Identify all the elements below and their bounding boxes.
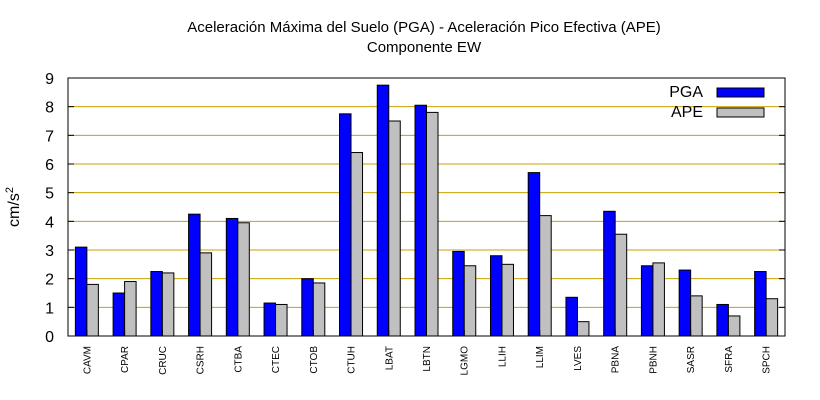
bar-pga-sfra (716, 303, 729, 337)
x-axis: CAVM CPAR CRUC CSRH CTBA CTEC CTOB CTUH LBAT LBTN… (82, 330, 773, 376)
bar-pga-cavm (74, 246, 88, 337)
y-axis-label-unit: cm/s (6, 193, 23, 227)
bar-pga-cpar (112, 292, 126, 337)
y-tick-label: 9 (45, 71, 54, 88)
bar-pga-lbat (376, 84, 390, 337)
bar-ape-pbna (614, 233, 628, 337)
bar-pga-lgmo (452, 250, 465, 337)
y-axis-label-exponent: 2 (4, 187, 16, 193)
bar-pga-lbtn (414, 104, 427, 337)
x-tick-label: LBTN (422, 346, 433, 372)
bar-ape-lbtn (426, 111, 439, 337)
y-tick-label: 8 (45, 100, 54, 117)
bar-pga-lves (565, 296, 578, 337)
x-tick-label: LVES (573, 346, 584, 371)
x-tick-label: CTEC (271, 346, 282, 373)
bar-pga-ctba (225, 217, 239, 337)
bar-ape-ctec (275, 303, 288, 337)
x-tick-label: LLIH (497, 346, 508, 367)
bar-ape-pbnh (652, 262, 665, 337)
legend-swatch-ape (716, 107, 765, 118)
chart-title: Aceleración Máxima del Suelo (PGA) - Ace… (187, 19, 661, 36)
x-tick-label: CAVM (82, 346, 93, 374)
legend-label-pga: PGA (669, 84, 703, 101)
bar-pga-ctuh (339, 113, 352, 337)
bar-pga-llih (489, 255, 503, 337)
bar-ape-ctob (312, 282, 326, 337)
legend-swatch-pga (716, 87, 765, 98)
y-axis-label: cm/s2 (4, 187, 23, 227)
x-tick-label: SFRA (724, 346, 735, 373)
y-tick-label: 7 (45, 128, 54, 145)
bar-pga-pbnh (640, 265, 654, 337)
bar-ape-ctba (237, 222, 250, 337)
x-tick-label: LLIM (535, 346, 546, 368)
y-axis: 0 1 2 3 4 5 6 7 8 9 (45, 71, 785, 346)
y-tick-label: 5 (45, 186, 54, 203)
x-tick-label: CPAR (120, 346, 131, 373)
bar-ape-ctuh (350, 152, 364, 337)
x-tick-label: CRUC (158, 346, 169, 375)
x-tick-label: SPCH (762, 346, 773, 374)
bar-ape-lgmo (463, 265, 477, 337)
chart-subtitle: Componente EW (367, 39, 482, 56)
bar-pga-pbna (603, 210, 616, 337)
y-tick-label: 6 (45, 157, 54, 174)
bar-pga-spch (754, 271, 767, 337)
bar-ape-llih (501, 263, 514, 337)
y-tick-label: 0 (45, 329, 54, 346)
x-tick-label: CTOB (309, 346, 320, 374)
bar-pga-ctob (301, 278, 314, 337)
x-tick-label: SASR (686, 346, 697, 373)
y-tick-label: 3 (45, 243, 54, 260)
x-tick-label: PBNH (648, 346, 659, 374)
bar-ape-lves (576, 321, 590, 337)
bar-ape-llim (539, 215, 552, 337)
bar-pga-llim (527, 172, 541, 337)
y-tick-label: 2 (45, 272, 54, 289)
x-tick-label: PBNA (611, 346, 622, 374)
bar-ape-csrh (199, 252, 213, 337)
bars (74, 84, 779, 337)
x-tick-label: LBAT (384, 346, 395, 370)
y-tick-label: 1 (45, 300, 54, 317)
bar-ape-sasr (690, 295, 703, 337)
bar-ape-sfra (727, 315, 741, 337)
bar-ape-spch (765, 298, 779, 337)
x-tick-label: CTBA (233, 346, 244, 373)
legend: PGA APE (669, 84, 765, 121)
bar-ape-cruc (161, 272, 175, 337)
bar-pga-cruc (150, 271, 163, 337)
bar-ape-lbat (388, 120, 401, 337)
y-tick-label: 4 (45, 214, 54, 231)
legend-label-ape: APE (671, 104, 703, 121)
bar-pga-csrh (188, 213, 201, 337)
bar-ape-cpar (124, 281, 137, 337)
x-tick-label: CTUH (347, 346, 358, 374)
bar-ape-cavm (86, 283, 99, 337)
bar-pga-ctec (263, 302, 277, 337)
bar-pga-sasr (678, 269, 692, 337)
x-tick-label: CSRH (196, 346, 207, 374)
x-tick-label: LGMO (460, 346, 471, 376)
